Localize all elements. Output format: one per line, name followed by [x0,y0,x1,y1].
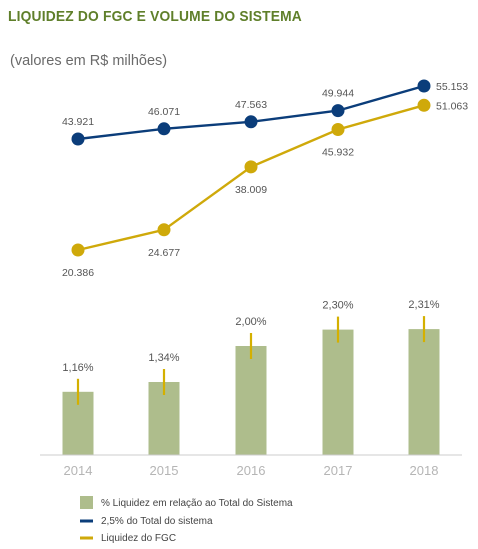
data-label-sistema: 47.563 [235,99,267,111]
data-point-fgc [71,243,85,257]
data-label-fgc: 45.932 [322,147,354,159]
data-label-sistema: 43.921 [62,116,94,128]
legend-swatch-bar [80,496,93,509]
series-line-sistema [77,84,425,141]
data-point-sistema [244,115,258,129]
bar-value-label: 1,34% [148,352,179,364]
bar-2016 [235,346,267,455]
x-tick-label: 2017 [324,463,353,478]
data-point-fgc [417,98,431,112]
bar-value-label: 2,30% [322,300,353,312]
bar-value-label: 2,00% [235,316,266,328]
data-label-sistema: 46.071 [148,106,180,118]
data-label-fgc: 51.063 [436,100,468,112]
legend-label-fgc: Liquidez do FGC [101,533,176,544]
x-tick-label: 2014 [64,463,93,478]
data-point-sistema [331,104,345,118]
x-tick-label: 2015 [150,463,179,478]
x-tick-label: 2016 [237,463,266,478]
data-label-sistema: 55.153 [436,81,468,93]
bar-2018 [408,329,440,455]
data-point-fgc [331,123,345,136]
legend: % Liquidez em relação ao Total do Sistem… [80,496,293,544]
bar-value-label: 1,16% [62,362,93,374]
bar-chart: 1,16% 1,34% 2,00% 2,30% 2,31% [62,299,440,455]
data-point-sistema [71,132,85,146]
x-tick-label: 2018 [410,463,439,478]
chart-subtitle: (valores em R$ milhões) [10,53,168,69]
bar-value-label: 2,31% [408,299,439,311]
data-label-sistema: 49.944 [322,88,354,100]
chart-title: LIQUIDEZ DO FGC E VOLUME DO SISTEMA [8,8,302,25]
data-point-fgc [157,223,171,237]
data-label-fgc: 24.677 [148,247,180,259]
data-label-fgc: 38.009 [235,184,267,196]
data-label-fgc: 20.386 [62,267,94,279]
legend-label-sistema: 2,5% do Total do sistema [101,516,213,527]
line-chart: 43.921 46.071 47.563 49.944 55.153 20.386 24.6… [62,79,468,279]
data-point-fgc [244,160,258,174]
legend-label-bar: % Liquidez em relação ao Total do Sistem… [101,498,293,509]
bar-2017 [322,329,354,455]
x-axis-ticks: 2014 2015 2016 2017 2018 [64,463,439,478]
data-point-sistema [417,79,431,93]
data-point-sistema [157,122,171,136]
